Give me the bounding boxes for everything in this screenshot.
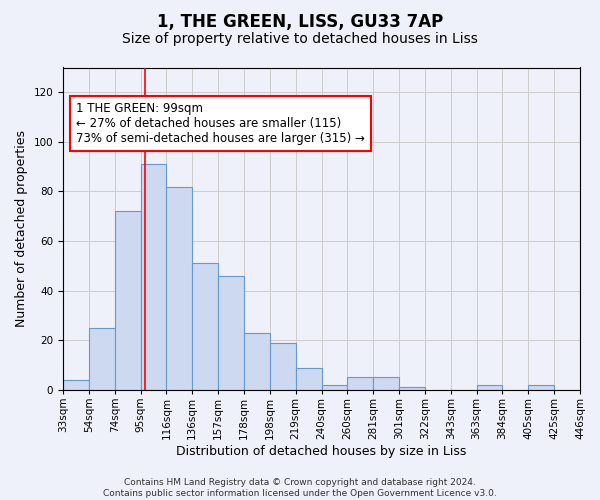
Bar: [399, 388, 425, 390]
Bar: [373, 378, 399, 390]
Y-axis label: Number of detached properties: Number of detached properties: [15, 130, 28, 327]
Text: 1, THE GREEN, LISS, GU33 7AP: 1, THE GREEN, LISS, GU33 7AP: [157, 12, 443, 30]
Bar: [89, 328, 115, 390]
Bar: [529, 385, 554, 390]
Bar: [322, 385, 347, 390]
Bar: [115, 212, 140, 390]
Bar: [166, 186, 192, 390]
Text: 1 THE GREEN: 99sqm
← 27% of detached houses are smaller (115)
73% of semi-detach: 1 THE GREEN: 99sqm ← 27% of detached hou…: [76, 102, 365, 145]
Bar: [270, 343, 296, 390]
Bar: [347, 378, 373, 390]
Bar: [63, 380, 89, 390]
Bar: [192, 264, 218, 390]
Text: Size of property relative to detached houses in Liss: Size of property relative to detached ho…: [122, 32, 478, 46]
Bar: [476, 385, 502, 390]
Bar: [140, 164, 166, 390]
Bar: [244, 333, 270, 390]
Bar: [296, 368, 322, 390]
X-axis label: Distribution of detached houses by size in Liss: Distribution of detached houses by size …: [176, 444, 467, 458]
Bar: [218, 276, 244, 390]
Text: Contains HM Land Registry data © Crown copyright and database right 2024.
Contai: Contains HM Land Registry data © Crown c…: [103, 478, 497, 498]
